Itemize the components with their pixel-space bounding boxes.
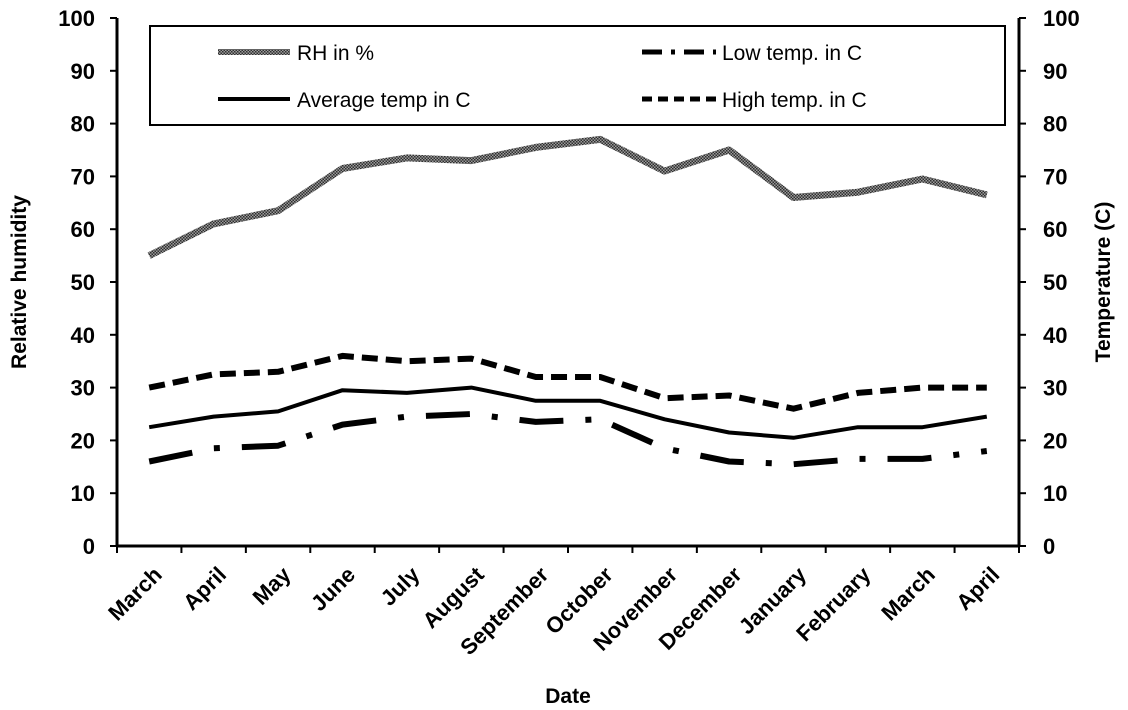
data-point [921,387,923,389]
y-tick-label-right: 10 [1043,481,1067,506]
x-axis: March April May June JulyAugustSeptemberOcto… [103,546,1020,660]
x-tick-label: March [876,562,939,625]
y-axis-right: 0 10 20 30 40 50 60 70 80 90 100 [1019,6,1080,559]
legend-box [149,25,1006,126]
legend-label-low: Low temp. in C [722,42,862,65]
legend-label-high: High temp. in C [722,89,867,112]
x-tick-label: March [103,562,166,625]
y-tick-label-left: 30 [71,376,95,401]
y-tick-label-right: 0 [1043,534,1055,559]
y-tick-label-left: 20 [71,428,95,453]
y-tick-label-left: 0 [83,534,95,559]
x-tick-label: April [178,562,231,615]
data-point [406,416,408,418]
y-tick-label-right: 20 [1043,428,1067,453]
x-tick-label: April [951,562,1004,615]
series-layer [147,135,988,468]
legend-label-average: Average temp in C [297,89,471,112]
y-tick-label-right: 50 [1043,270,1067,295]
x-axis-title: Date [545,685,591,708]
y-tick-label-left: 50 [71,270,95,295]
y-tick-label-right: 40 [1043,323,1067,348]
series-line-3 [148,385,988,440]
legend: RH in % Low temp. in C Average temp in C… [149,25,1006,126]
y-tick-label-left: 40 [71,323,95,348]
series-line-4 [148,352,987,412]
y-tick-label-right: 90 [1043,59,1067,84]
y-tick-label-right: 30 [1043,376,1067,401]
data-point [857,458,859,460]
y-axis-title-right: Temperature (C) [1092,202,1115,363]
x-tick-label: June [306,562,360,616]
y-tick-label-left: 10 [71,481,95,506]
data-point [406,360,408,362]
series-line-2 [148,411,988,468]
data-point [470,413,472,415]
y-tick-label-right: 70 [1043,164,1067,189]
y-tick-label-left: 60 [71,217,95,242]
y-axis-left: 0 10 20 30 40 50 60 70 80 90 100 [58,6,117,559]
y-tick-label-left: 70 [71,164,95,189]
y-tick-label-right: 80 [1043,112,1067,137]
x-tick-label: May [248,561,296,609]
y-axis-title-left: Relative humidity [8,195,31,369]
data-point [664,447,666,449]
y-tick-label-left: 90 [71,59,95,84]
y-tick-label-right: 60 [1043,217,1067,242]
data-point [599,418,601,420]
series-line-1 [147,135,988,259]
y-tick-label-left: 100 [58,6,95,31]
data-point [664,397,666,399]
y-tick-label-left: 80 [71,112,95,137]
x-tick-label: July [376,561,425,610]
data-point [213,373,215,375]
y-tick-label-right: 100 [1043,6,1080,31]
legend-label-rh: RH in % [297,42,374,65]
